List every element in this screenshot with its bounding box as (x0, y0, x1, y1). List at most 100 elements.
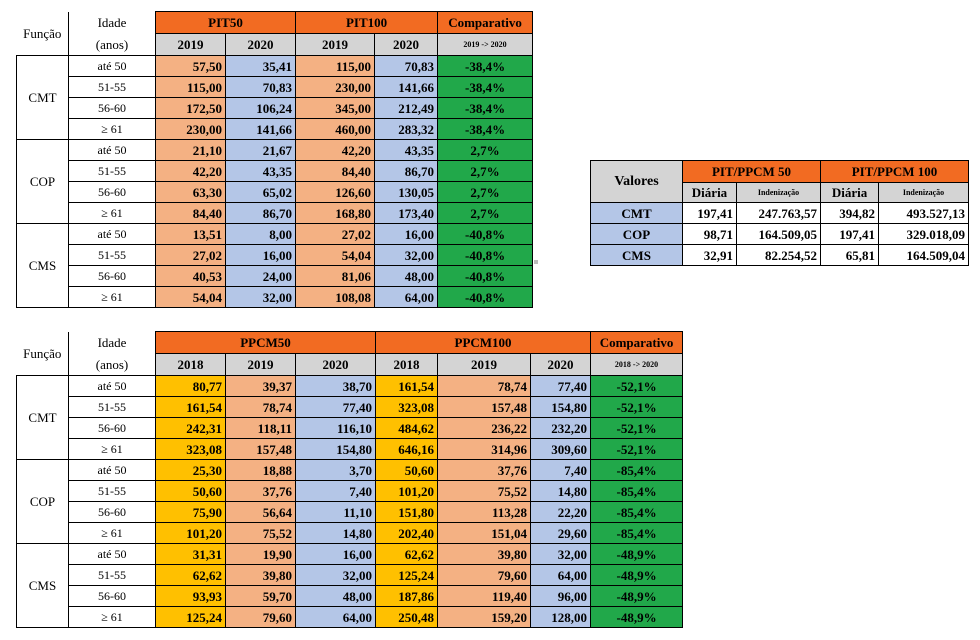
comparativo-cell: -85,4% (590, 480, 684, 502)
table-row: 56-60 172,50 106,24 345,00 212,49 -38,4% (17, 97, 534, 119)
value-cell: 84,40 (295, 160, 376, 182)
valores-row-label: CMS (590, 244, 683, 266)
year-header: 2019 (437, 353, 532, 376)
year-header: 2020 (294, 353, 377, 376)
value-cell: 31,31 (155, 543, 226, 565)
value-cell: 75,52 (437, 480, 532, 502)
value-cell: 247.763,57 (735, 202, 822, 224)
value-cell: 62,62 (155, 564, 226, 586)
stray-marker (534, 260, 538, 264)
table-row: CMT até 50 80,77 39,37 38,70 161,54 78,74 77,40… (16, 375, 684, 460)
age-cell: ≥ 61 (68, 286, 156, 308)
value-cell: 164.509,05 (735, 223, 822, 245)
value-cell: 329.018,09 (878, 223, 970, 245)
table-row: ≥ 61 54,04 32,00 108,08 64,00 -40,8% (17, 286, 534, 308)
value-cell: 159,20 (437, 606, 532, 628)
comparativo-cell: 2,7% (437, 202, 534, 224)
value-cell: 43,35 (374, 139, 439, 161)
value-cell: 21,10 (155, 139, 226, 161)
age-cell: até 50 (68, 55, 156, 77)
value-cell: 394,82 (820, 202, 880, 224)
value-cell: 141,66 (374, 76, 439, 98)
value-cell: 59,70 (225, 585, 296, 607)
value-cell: 81,06 (295, 265, 376, 287)
value-cell: 42,20 (295, 139, 376, 161)
value-cell: 78,74 (225, 396, 296, 418)
value-cell: 27,02 (155, 244, 226, 266)
table-row: ≥ 61 101,20 75,52 14,80 202,40 151,04 29,60 -85… (17, 522, 684, 544)
age-cell: até 50 (68, 543, 156, 565)
age-cell: 56-60 (68, 501, 156, 523)
comparativo-cell: -38,4% (437, 76, 534, 98)
value-cell: 126,60 (295, 181, 376, 203)
value-cell: 323,08 (375, 396, 439, 418)
value-cell: 32,91 (682, 244, 737, 266)
age-cell: 56-60 (68, 265, 156, 287)
idade-header: Idade (68, 331, 156, 354)
value-cell: 50,60 (155, 480, 226, 502)
value-cell: 63,30 (155, 181, 226, 203)
value-cell: 22,20 (530, 501, 592, 523)
value-cell: 108,08 (295, 286, 376, 308)
value-cell: 3,70 (294, 459, 377, 481)
value-cell: 173,40 (374, 202, 439, 224)
value-cell: 283,32 (374, 118, 439, 140)
value-cell: 197,41 (820, 223, 880, 245)
value-cell: 29,60 (530, 522, 592, 544)
table-row: 56-60 75,90 56,64 11,10 151,80 113,28 22,20 -85… (17, 501, 684, 523)
year-header: 2019 (225, 353, 296, 376)
table-row: ≥ 61 323,08 157,48 154,80 646,16 314,96 309,60… (17, 438, 684, 460)
value-cell: 125,24 (375, 564, 439, 586)
pit100-header: PIT100 (295, 11, 439, 34)
comparativo-header: Comparativo (590, 331, 684, 354)
age-cell: ≥ 61 (68, 202, 156, 224)
value-cell: 118,11 (225, 417, 296, 439)
value-cell: 82.254,52 (735, 244, 822, 266)
value-cell: 345,00 (295, 97, 376, 119)
table-row: 51-55 115,00 70,83 230,00 141,66 -38,4% (17, 76, 534, 98)
comparativo-cell: -85,4% (590, 501, 684, 523)
value-cell: 77,40 (530, 375, 592, 397)
value-cell: 18,88 (225, 459, 296, 481)
value-cell: 250,48 (375, 606, 439, 628)
value-cell: 32,00 (294, 564, 377, 586)
age-cell: 56-60 (68, 585, 156, 607)
value-cell: 101,20 (155, 522, 226, 544)
value-cell: 7,40 (530, 459, 592, 481)
table-row: 56-60 242,31 118,11 116,10 484,62 236,22 232,2… (17, 417, 684, 439)
valores-row-label: COP (590, 223, 683, 245)
year-header: 2020 (530, 353, 592, 376)
comparativo-cell: -48,9% (590, 585, 684, 607)
comparativo-cell: -52,1% (590, 417, 684, 439)
table-row: 51-55 161,54 78,74 77,40 323,08 157,48 154,80-… (17, 396, 684, 418)
age-cell: até 50 (68, 139, 156, 161)
age-cell: 56-60 (68, 97, 156, 119)
anos-header: (anos) (68, 33, 156, 56)
value-cell: 48,00 (294, 585, 377, 607)
value-cell: 79,60 (225, 606, 296, 628)
comparativo-cell: -40,8% (437, 244, 534, 266)
value-cell: 154,80 (530, 396, 592, 418)
age-cell: ≥ 61 (68, 438, 156, 460)
table-row: ≥ 61 125,24 79,60 64,00 250,48 159,20 128,00 -4… (17, 606, 684, 628)
value-cell: 50,60 (375, 459, 439, 481)
pit-ppcm-50-header: PIT/PPCM 50 (681, 160, 822, 183)
funcao-cell: COP (16, 459, 69, 544)
value-cell: 32,00 (530, 543, 592, 565)
year-header: 2020 (374, 33, 439, 56)
value-cell: 115,00 (295, 55, 376, 77)
comparativo-cell: -40,8% (437, 286, 534, 308)
comparativo-cell: -48,9% (590, 606, 684, 628)
value-cell: 16,00 (374, 223, 439, 245)
value-cell: 64,00 (294, 606, 377, 628)
value-cell: 39,80 (437, 543, 532, 565)
value-cell: 236,22 (437, 417, 532, 439)
value-cell: 39,80 (225, 564, 296, 586)
comparativo-cell: -38,4% (437, 97, 534, 119)
comparativo-cell: -52,1% (590, 375, 684, 397)
value-cell: 14,80 (530, 480, 592, 502)
table-row: COP até 50 21,10 21,67 42,20 43,35 2,7% (16, 139, 534, 224)
indenizacao-header: Indenização (735, 182, 822, 203)
value-cell: 39,37 (225, 375, 296, 397)
value-cell: 78,74 (437, 375, 532, 397)
